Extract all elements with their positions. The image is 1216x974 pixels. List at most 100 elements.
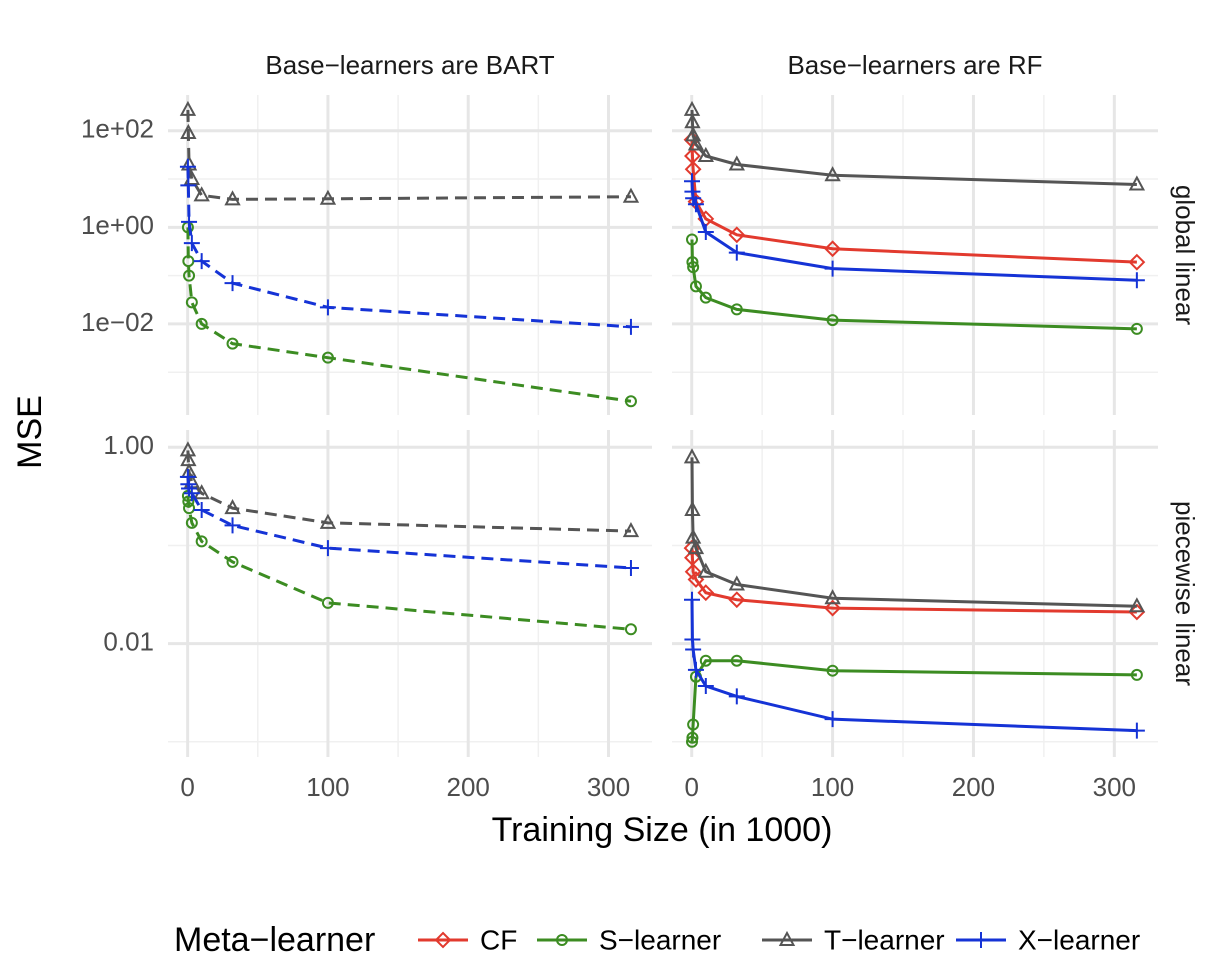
marker [697, 146, 714, 163]
series-line [690, 659, 1137, 742]
marker [224, 190, 241, 206]
marker [826, 664, 839, 677]
series-line [690, 109, 1137, 187]
marker [1130, 668, 1143, 681]
marker [224, 499, 241, 515]
x-tick-label: 300 [1093, 772, 1136, 802]
x-tick-label: 200 [952, 772, 995, 802]
marker [728, 688, 745, 705]
marker [1130, 322, 1143, 335]
y-tick-label: 1e+02 [81, 114, 154, 144]
x-tick-label: 100 [306, 772, 349, 802]
marker [321, 351, 334, 364]
marker [185, 296, 198, 309]
legend-label: X−learner [1018, 924, 1140, 955]
y-tick-label: 1e+00 [81, 210, 154, 240]
marker [181, 213, 198, 230]
marker [826, 314, 839, 327]
marker [624, 395, 637, 408]
marker [687, 538, 705, 555]
marker [685, 641, 702, 658]
marker [689, 280, 702, 293]
marker [180, 177, 197, 194]
x-tick-label: 0 [180, 772, 194, 802]
series-line [690, 599, 1137, 733]
marker [183, 269, 196, 282]
series-line [690, 457, 1137, 608]
marker [686, 256, 699, 269]
marker [195, 317, 208, 330]
marker [824, 260, 841, 277]
marker [728, 575, 745, 591]
marker [622, 559, 639, 576]
marker [728, 591, 746, 609]
marker [684, 160, 702, 178]
marker [1128, 253, 1146, 271]
marker [697, 678, 714, 695]
y-tick-label: 1e−02 [81, 307, 154, 337]
marker [686, 735, 699, 748]
marker [1128, 722, 1145, 739]
marker [730, 654, 743, 667]
marker [687, 135, 705, 151]
marker [684, 591, 701, 608]
marker [319, 540, 336, 557]
legend-label: S−learner [599, 924, 721, 955]
marker [697, 224, 714, 241]
marker [824, 599, 842, 617]
marker [697, 584, 715, 602]
marker [624, 623, 637, 636]
marker [684, 528, 702, 544]
legend-marker [778, 930, 796, 946]
marker [195, 535, 208, 548]
marker [224, 517, 241, 534]
marker [180, 123, 197, 139]
marker [183, 502, 196, 515]
marker [728, 226, 746, 244]
marker [699, 291, 712, 304]
marker [824, 240, 842, 258]
marker [687, 261, 700, 274]
marker [824, 166, 841, 182]
x-tick-label: 0 [684, 772, 698, 802]
marker [684, 500, 701, 516]
marker [730, 303, 743, 316]
marker [683, 448, 701, 464]
x-tick-label: 100 [811, 772, 854, 802]
marker [1128, 597, 1146, 613]
series-line [186, 166, 632, 329]
marker [728, 244, 745, 261]
legend-marker [556, 934, 568, 946]
x-axis-title: Training Size (in 1000) [492, 811, 833, 849]
series-line [186, 109, 631, 201]
marker [185, 516, 198, 529]
series-line [186, 450, 631, 533]
marker [224, 275, 241, 292]
marker [686, 731, 699, 744]
marker [183, 235, 200, 252]
x-tick-label: 300 [587, 772, 630, 802]
marker [179, 100, 197, 116]
y-tick-label: 1.00 [103, 430, 154, 460]
marker [321, 596, 334, 609]
series-line [690, 181, 1137, 282]
marker [684, 113, 701, 129]
marker [226, 555, 239, 568]
marker [319, 513, 337, 529]
marker [183, 485, 200, 502]
marker [319, 299, 336, 316]
marker [824, 589, 841, 605]
marker [622, 522, 640, 538]
marker [687, 718, 700, 731]
marker [684, 126, 702, 142]
marker [622, 318, 639, 335]
series-line [186, 476, 632, 570]
legend-marker [973, 932, 989, 948]
marker [687, 661, 704, 678]
marker [687, 196, 704, 213]
marker [699, 654, 712, 667]
column-strip: Base−learners are RF [787, 50, 1042, 80]
marker [684, 563, 702, 581]
marker [182, 495, 195, 508]
